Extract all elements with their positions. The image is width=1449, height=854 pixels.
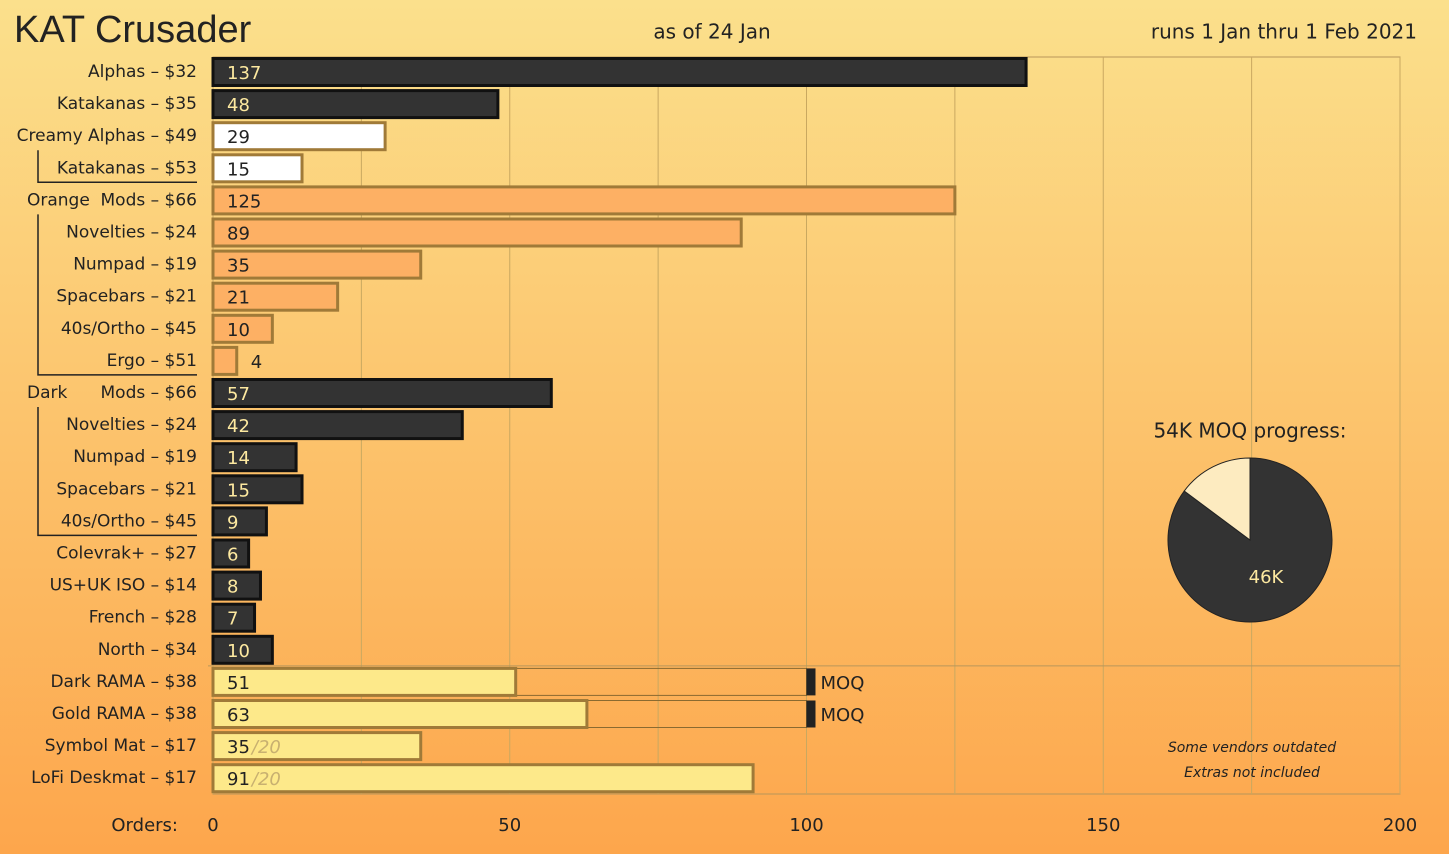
bar: [211, 281, 340, 312]
value-label: 125: [227, 191, 261, 212]
bar: [211, 410, 464, 441]
bar: [211, 602, 257, 633]
extras-label: /20: [250, 737, 281, 758]
pie-slice: [1167, 457, 1333, 623]
x-tick-label: 0: [207, 815, 218, 836]
value-label: 15: [227, 159, 250, 180]
category-label: Katakanas – $53: [57, 158, 197, 178]
category-label: Numpad – $19: [73, 447, 197, 467]
bar: [211, 538, 251, 569]
bracket: [37, 214, 197, 376]
value-label: 137: [227, 63, 261, 84]
chart-title: KAT Crusader: [14, 9, 252, 51]
moq-marker: [806, 700, 816, 728]
bracket: [37, 150, 197, 184]
x-tick-label: 100: [789, 815, 823, 836]
value-label: 89: [227, 224, 250, 245]
category-label: Mods – $66: [101, 383, 197, 403]
group-label: Orange: [27, 190, 90, 210]
bar: [211, 570, 262, 601]
category-label: Gold RAMA – $38: [52, 704, 197, 724]
category-label: Spacebars – $21: [56, 287, 197, 307]
bar: [211, 153, 304, 184]
category-label: Alphas – $32: [88, 62, 197, 82]
category-label: US+UK ISO – $14: [50, 576, 197, 596]
category-label: Dark RAMA – $38: [50, 672, 197, 692]
bar: [211, 378, 553, 408]
value-label: 48: [227, 95, 250, 116]
moq-label: MOQ: [821, 673, 865, 694]
bar: [211, 345, 239, 376]
bar: [211, 313, 274, 344]
category-label: LoFi Deskmat – $17: [31, 768, 197, 788]
bar: [211, 57, 1028, 87]
pie-title: 54K MOQ progress:: [1153, 419, 1346, 443]
value-label: 10: [227, 320, 250, 341]
value-label: 15: [227, 480, 250, 501]
value-label: 42: [227, 416, 250, 437]
pie-label: 46K: [1249, 567, 1285, 588]
value-label: 4: [251, 352, 262, 373]
category-label: Novelties – $24: [66, 415, 197, 435]
x-tick-label: 200: [1383, 815, 1417, 836]
moq-marker: [806, 668, 816, 696]
run-dates: runs 1 Jan thru 1 Feb 2021: [1151, 20, 1417, 44]
category-label: Numpad – $19: [73, 255, 197, 275]
footnote: Extras not included: [1184, 765, 1320, 781]
bar: [211, 634, 274, 665]
category-label: Novelties – $24: [66, 223, 197, 243]
value-label: 14: [227, 448, 250, 469]
x-axis-label: Orders:: [111, 815, 178, 836]
bar: [211, 442, 298, 473]
category-label: Spacebars – $21: [56, 479, 197, 499]
value-label: 7: [227, 609, 238, 630]
bar: [211, 185, 957, 216]
category-label: Katakanas – $35: [57, 94, 197, 114]
extras-label: /20: [250, 769, 281, 790]
x-tick-label: 50: [498, 815, 521, 836]
value-label: 91: [227, 769, 250, 790]
value-label: 8: [227, 577, 238, 598]
category-label: Symbol Mat – $17: [45, 736, 197, 756]
bracket: [37, 407, 197, 537]
footnote: Some vendors outdated: [1168, 740, 1336, 756]
bar: [211, 699, 589, 729]
value-label: 10: [227, 641, 250, 662]
category-label: North – $34: [98, 640, 197, 660]
bar: [211, 249, 423, 280]
value-label: 63: [227, 705, 250, 726]
value-label: 29: [227, 127, 250, 148]
moq-label: MOQ: [821, 705, 865, 726]
group-label: Dark: [27, 383, 67, 403]
category-label: Creamy Alphas – $49: [17, 126, 197, 146]
pie-slice: [1183, 457, 1251, 541]
bar: [211, 474, 304, 505]
category-label: 40s/Ortho – $45: [61, 319, 197, 339]
category-label: French – $28: [89, 608, 197, 628]
x-tick-label: 150: [1086, 815, 1120, 836]
value-label: 57: [227, 384, 250, 405]
subtitle: as of 24 Jan: [653, 20, 770, 44]
category-label: Mods – $66: [101, 190, 197, 210]
value-label: 9: [227, 512, 238, 533]
bar: [211, 731, 423, 762]
category-label: Colevrak+ – $27: [56, 544, 197, 564]
bar: [211, 506, 268, 537]
value-label: 21: [227, 288, 250, 309]
value-label: 35: [227, 737, 250, 758]
bar: [211, 217, 743, 248]
bar: [211, 89, 500, 120]
bar: [211, 763, 755, 794]
category-label: 40s/Ortho – $45: [61, 511, 197, 531]
category-label: Ergo – $51: [107, 351, 197, 371]
value-label: 6: [227, 545, 238, 566]
value-label: 51: [227, 673, 250, 694]
value-label: 35: [227, 256, 250, 277]
bar: [211, 121, 387, 152]
bar: [211, 666, 518, 697]
